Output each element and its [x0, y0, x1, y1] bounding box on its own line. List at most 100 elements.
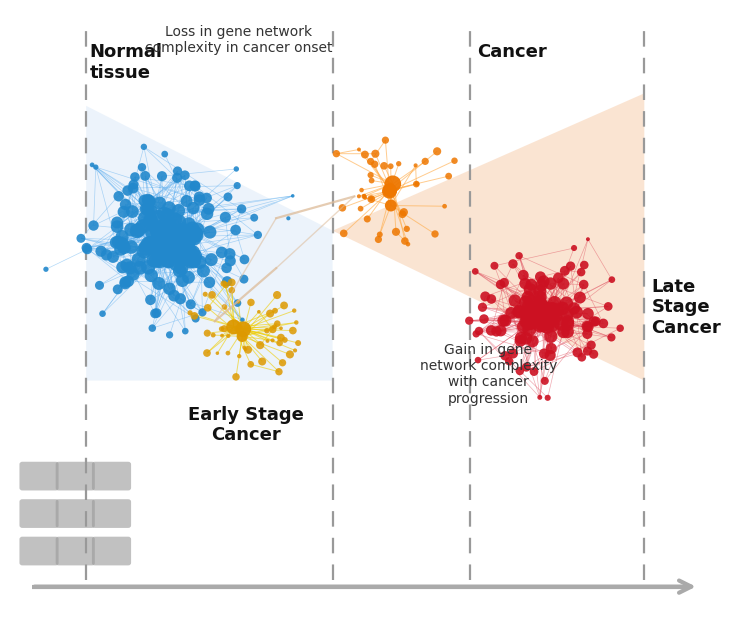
- Point: [374, 229, 386, 239]
- Point: [147, 240, 159, 250]
- Point: [517, 321, 529, 331]
- Point: [574, 292, 586, 302]
- Point: [127, 180, 139, 190]
- Point: [581, 321, 593, 331]
- Point: [542, 392, 554, 403]
- Point: [540, 318, 552, 328]
- Point: [383, 186, 395, 196]
- Point: [144, 239, 156, 249]
- Point: [171, 232, 183, 242]
- Point: [519, 308, 531, 318]
- Point: [101, 250, 112, 260]
- Point: [528, 367, 540, 377]
- Point: [175, 248, 186, 258]
- Point: [238, 255, 250, 265]
- Point: [513, 307, 525, 318]
- Point: [137, 221, 149, 231]
- Point: [127, 183, 139, 193]
- Point: [110, 238, 122, 248]
- Point: [387, 179, 399, 189]
- Point: [194, 257, 206, 267]
- Point: [161, 241, 173, 251]
- Point: [520, 333, 532, 343]
- Text: Loss in gene network
complexity in cancer onset: Loss in gene network complexity in cance…: [144, 25, 332, 55]
- Point: [331, 149, 343, 159]
- Point: [222, 348, 234, 358]
- Point: [473, 326, 485, 336]
- Point: [545, 314, 557, 324]
- Point: [175, 239, 186, 249]
- Point: [602, 301, 614, 311]
- Point: [163, 239, 175, 249]
- Point: [238, 324, 249, 334]
- Point: [167, 226, 179, 236]
- Point: [184, 181, 195, 191]
- Point: [179, 326, 191, 336]
- Point: [218, 324, 230, 334]
- Point: [366, 193, 377, 203]
- Point: [174, 233, 186, 243]
- Point: [361, 214, 373, 224]
- Point: [385, 200, 397, 210]
- Point: [366, 176, 377, 186]
- Point: [267, 324, 279, 335]
- Point: [97, 309, 109, 319]
- Point: [212, 348, 223, 358]
- Text: Gain in gene
network complexity
with cancer
progression: Gain in gene network complexity with can…: [420, 343, 557, 406]
- Point: [275, 323, 287, 333]
- Point: [582, 346, 593, 356]
- Point: [431, 146, 443, 156]
- Point: [154, 198, 166, 208]
- Point: [152, 243, 164, 253]
- Point: [401, 224, 413, 234]
- Point: [139, 171, 151, 181]
- Point: [188, 233, 200, 243]
- FancyBboxPatch shape: [92, 537, 131, 565]
- Point: [576, 352, 588, 362]
- Point: [240, 344, 252, 354]
- Point: [95, 246, 107, 256]
- Point: [561, 309, 573, 319]
- Point: [535, 310, 547, 320]
- Point: [526, 307, 538, 318]
- Point: [525, 280, 537, 290]
- Point: [498, 278, 510, 288]
- Point: [161, 255, 173, 265]
- Point: [149, 309, 161, 319]
- Point: [292, 338, 304, 348]
- Point: [188, 256, 200, 266]
- Point: [138, 246, 150, 256]
- Point: [154, 256, 166, 266]
- Point: [158, 240, 169, 250]
- Point: [141, 204, 152, 214]
- Point: [542, 306, 554, 316]
- Point: [534, 300, 545, 310]
- Point: [500, 316, 511, 326]
- Point: [269, 322, 280, 332]
- Point: [181, 196, 192, 206]
- Point: [536, 280, 548, 290]
- Point: [582, 329, 593, 339]
- Point: [156, 171, 168, 181]
- Point: [515, 333, 527, 343]
- Point: [390, 227, 402, 237]
- Point: [287, 326, 299, 336]
- Point: [189, 181, 201, 191]
- Point: [535, 311, 547, 321]
- Point: [338, 228, 350, 238]
- Point: [134, 263, 146, 273]
- Point: [522, 313, 534, 323]
- Point: [358, 192, 370, 202]
- Point: [90, 162, 101, 172]
- Point: [159, 149, 171, 159]
- Point: [184, 236, 195, 246]
- Point: [578, 280, 590, 290]
- Point: [562, 316, 574, 326]
- Point: [545, 343, 557, 353]
- Point: [176, 249, 188, 260]
- Point: [275, 333, 287, 343]
- Point: [121, 260, 132, 270]
- Point: [443, 171, 454, 181]
- Point: [491, 326, 502, 336]
- Point: [283, 213, 295, 223]
